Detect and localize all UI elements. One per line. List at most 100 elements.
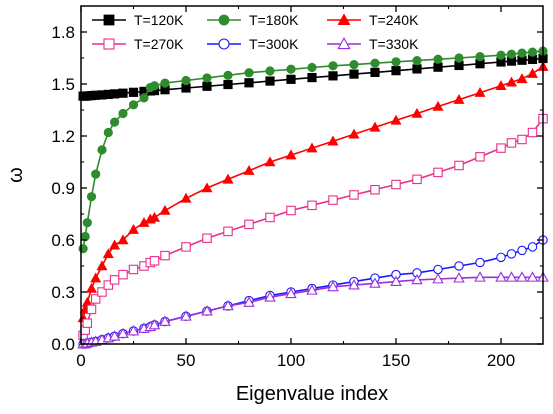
data-point [223,79,233,90]
data-point [149,256,160,266]
data-point [243,165,255,175]
data-point [390,275,402,287]
data-point [505,76,518,87]
data-point [306,284,318,295]
data-point [201,305,213,316]
data-point [505,271,518,282]
data-point [517,48,527,58]
data-point [265,76,275,86]
data-point [127,325,140,336]
data-point [243,296,255,307]
data-point [110,89,120,99]
legend-entry: T=270K [92,36,184,52]
series-line [82,66,544,319]
legend-label: T=120K [134,12,184,28]
data-point [349,69,359,79]
data-point [527,47,538,57]
data-point [496,50,506,60]
data-point [118,108,128,119]
data-point [78,244,88,254]
data-point [285,149,297,160]
data-point [159,315,171,326]
data-point [86,304,97,315]
data-point [82,318,93,328]
data-point [97,145,107,155]
series-layer [77,46,549,349]
data-point [148,318,161,330]
series-line [82,50,544,249]
data-point [411,273,423,285]
data-point [433,62,443,72]
data-point [432,100,444,111]
data-point [349,190,359,200]
data-point [496,143,506,153]
data-point [265,212,275,223]
y-tick-label: 0.9 [51,179,75,198]
data-point [307,72,317,83]
data-point [370,58,380,68]
data-point [348,128,360,139]
data-point [85,282,98,293]
data-point [91,169,101,179]
data-point [244,68,254,78]
data-point [475,152,485,162]
data-point [453,93,465,104]
data-point [128,264,139,275]
legend-marker [103,14,115,26]
data-point [180,310,192,321]
x-tick-label: 100 [277,351,305,370]
data-point [412,174,422,185]
data-point [244,219,254,230]
data-point [517,245,527,256]
data-point [496,252,506,263]
data-point [370,67,380,77]
data-point [264,291,276,302]
legend-marker [337,37,351,50]
series-t-180k [78,46,548,254]
data-point [160,250,170,261]
data-point [328,71,338,81]
data-point [286,205,296,216]
legend-label: T=240K [369,12,419,28]
data-point [223,70,233,80]
data-point [516,73,528,84]
data-point [348,279,360,290]
data-point [149,81,160,91]
series-t-330k [77,271,549,349]
data-point [506,249,517,259]
x-tick-label: 200 [487,351,515,370]
data-point [286,64,296,74]
legend-entry: T=240K [327,12,419,28]
data-point [181,242,191,252]
data-point [475,257,485,268]
data-point [139,93,149,103]
data-point [527,242,538,252]
data-point [202,81,212,91]
series-t-240k [77,61,549,323]
data-point [96,260,108,271]
data-point [328,61,338,71]
legend-entry: T=330K [327,36,419,52]
data-point [433,54,443,64]
data-point [202,233,212,244]
data-point [103,280,114,290]
data-point [86,192,97,202]
axis-ticks: 0 50 100 150 200 0.0 0.3 0.6 0.9 1.2 1.5 1.8 [51,6,543,370]
data-point [369,121,381,132]
data-point [222,299,234,311]
data-point [90,272,102,283]
data-point [117,327,129,339]
data-point [181,75,191,86]
plot-border [80,5,544,345]
data-point [517,134,527,145]
plot-frame [80,5,544,345]
legend: T=120K T=180K T=240K T=270K T=300K T=330K [92,12,419,52]
data-point [453,272,465,283]
data-point [433,264,443,275]
data-point [127,223,140,234]
y-tick-label: 1.5 [51,75,75,94]
legend-marker [337,13,351,26]
legend-entry: T=180K [207,12,299,28]
data-point [391,66,401,76]
